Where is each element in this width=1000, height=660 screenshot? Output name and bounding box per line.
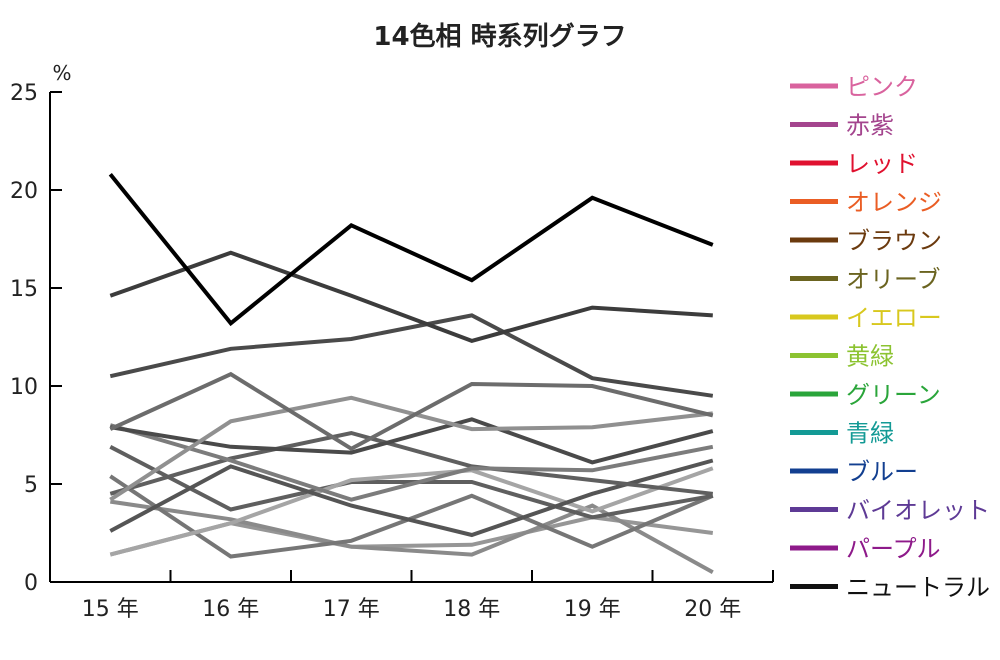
legend-label: レッド [846, 150, 918, 178]
series-line [109, 458, 714, 538]
x-tick-label: 20 年 [684, 597, 741, 622]
legend-label: ブルー [846, 458, 918, 486]
legend-label: イエロー [846, 304, 942, 332]
x-tick-label: 17 年 [323, 597, 380, 622]
series-line [110, 499, 714, 574]
y-unit-label: % [52, 61, 71, 85]
legend-label: 赤紫 [846, 112, 894, 140]
series-line [109, 423, 714, 502]
x-tick-label: 18 年 [443, 597, 500, 622]
y-tick-label: 5 [24, 473, 38, 498]
legend-label: オリーブ [846, 266, 941, 294]
legend-label: 青緑 [846, 420, 894, 448]
legend-label: パープル [846, 535, 941, 563]
series-lines [108, 173, 714, 574]
legend-label: オレンジ [846, 189, 942, 217]
legend-label: ブラウン [846, 227, 942, 255]
series-line [109, 430, 714, 496]
legend-label: ピンク [846, 73, 918, 101]
x-tick-label: 16 年 [202, 597, 259, 622]
series-line [109, 250, 713, 344]
series-line [108, 173, 714, 327]
axes: 0 5 10 15 20 25% 15 年 16 年 17 年 18 年 19 年 20 年 [10, 61, 774, 622]
series-line [109, 395, 714, 502]
series-line [109, 313, 714, 398]
series-line [109, 417, 714, 465]
x-tick-label: 15 年 [82, 597, 139, 622]
series-line [109, 371, 714, 452]
legend: ピンク赤紫レッドオレンジブラウンオリーブイエロー黄緑グリーン青緑ブルーバイオレッ… [790, 73, 990, 602]
legend-label: ニュートラル [846, 574, 990, 602]
chart-title: 14色相 時系列グラフ [373, 22, 627, 52]
legend-label: 黄緑 [846, 343, 894, 371]
legend-label: グリーン [846, 381, 941, 409]
y-tick-label: 15 [10, 277, 38, 302]
y-tick-label: 20 [10, 179, 38, 204]
x-tick-label: 19 年 [564, 597, 621, 622]
series-line [109, 466, 714, 557]
legend-label: バイオレット [846, 497, 990, 525]
y-tick-label: 25 [10, 81, 38, 106]
y-tick-label: 0 [24, 571, 38, 596]
y-tick-label: 10 [10, 375, 38, 400]
